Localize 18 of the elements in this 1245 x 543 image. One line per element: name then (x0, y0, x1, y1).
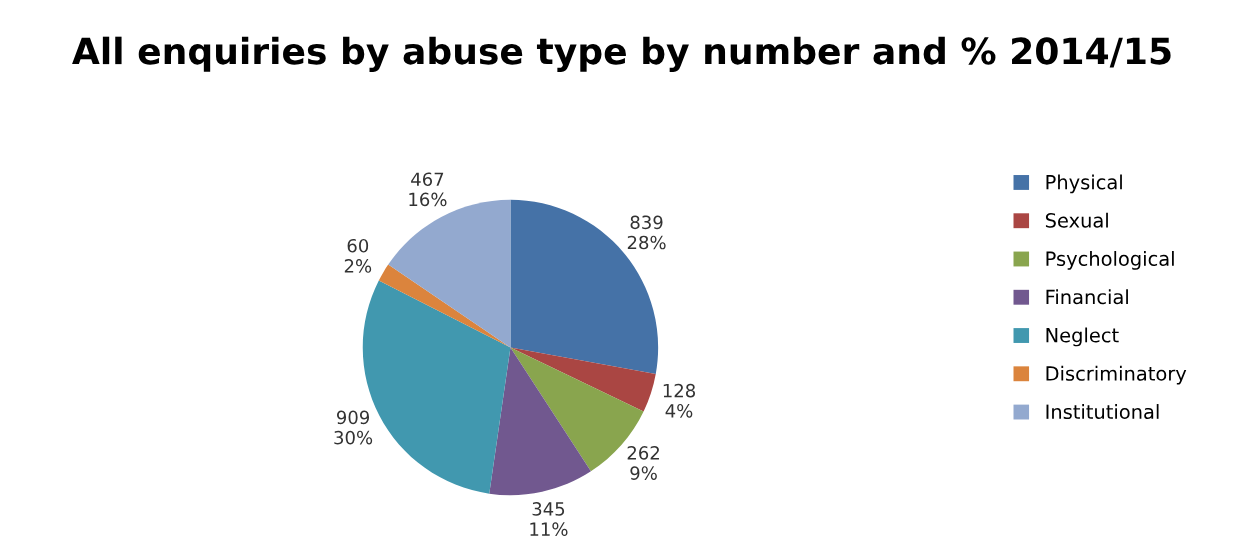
pie-slice (489, 347, 591, 496)
data-label: 839 28% (627, 215, 666, 250)
chart-title: All enquiries by abuse type by number and % 2014/15 (72, 36, 1171, 72)
legend-label: Discriminatory (1046, 365, 1187, 385)
pie-slice (378, 264, 511, 348)
data-label: 467 16% (409, 172, 447, 207)
legend-label: Sexual (1045, 212, 1108, 228)
legend-label: Psychological (1046, 250, 1174, 270)
legend-label: Physical (1046, 174, 1122, 194)
legend-label: Institutional (1046, 404, 1159, 420)
legend-label: Financial (1046, 289, 1128, 305)
pie-slice (510, 347, 656, 412)
data-label: 60 2% (344, 238, 372, 273)
data-label: 909 30% (334, 410, 373, 445)
data-label: 262 9% (627, 446, 659, 480)
data-label: 128 4% (663, 383, 696, 418)
data-label: 345 11% (530, 502, 568, 536)
legend-label: Neglect (1046, 327, 1119, 347)
